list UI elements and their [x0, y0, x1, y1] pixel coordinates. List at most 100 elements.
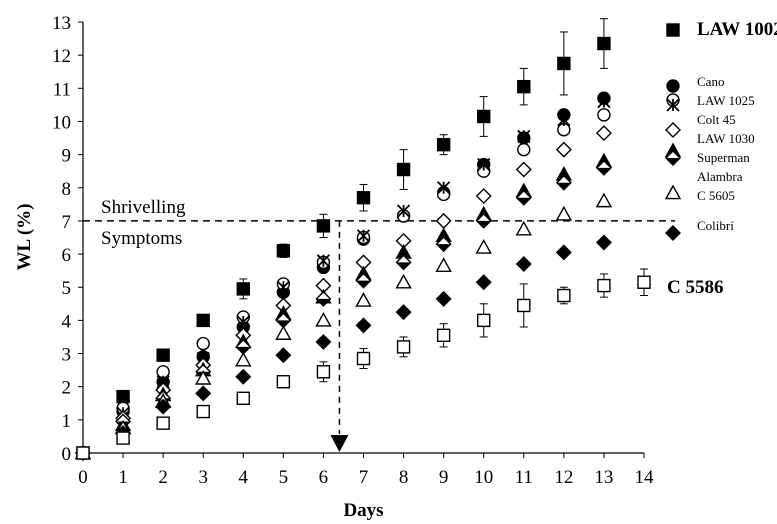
legend-marker: [665, 225, 681, 241]
legend-marker: [665, 150, 681, 166]
data-point: [436, 328, 451, 343]
legend-label: Colt 45: [697, 112, 736, 127]
data-point: [396, 162, 411, 177]
marker-shape: [315, 333, 332, 350]
legend-marker: [666, 23, 680, 37]
marker-shape: [276, 375, 291, 389]
data-point: [475, 239, 492, 254]
marker-shape: [435, 290, 452, 307]
data-point: [116, 389, 130, 404]
legend-marker: [664, 184, 682, 200]
marker-shape: [276, 244, 291, 258]
marker-shape: [355, 317, 372, 334]
data-point: [475, 188, 492, 205]
marker-shape: [396, 340, 411, 354]
marker-fill: [316, 298, 331, 306]
legend-item-superman: Superman: [664, 142, 750, 165]
legend-label: LAW 1030: [697, 131, 755, 146]
marker-shape: [116, 431, 130, 445]
marker-shape: [595, 125, 612, 142]
data-point: [356, 229, 371, 243]
data-point: [435, 236, 452, 253]
data-point: [477, 313, 491, 328]
threshold-label-line2: Symptoms: [101, 228, 182, 249]
data-point: [155, 398, 172, 415]
data-point: [435, 212, 452, 229]
legend-label: Cano: [697, 74, 724, 89]
marker-fill: [236, 346, 251, 354]
y-tick-label: 13: [52, 13, 71, 34]
marker-shape: [665, 225, 681, 241]
marker-fill: [476, 220, 491, 228]
marker-shape: [515, 220, 532, 236]
data-point: [196, 336, 210, 351]
marker-shape: [665, 122, 681, 138]
data-point: [356, 351, 371, 366]
data-point: [395, 304, 412, 321]
marker-shape: [477, 313, 491, 328]
data-point: [597, 278, 611, 293]
x-tick-label: 14: [635, 467, 655, 488]
x-tick-label: 4: [239, 467, 249, 488]
data-point: [555, 205, 573, 221]
data-point: [557, 288, 571, 303]
marker-shape: [666, 23, 680, 37]
marker-shape: [597, 278, 611, 293]
marker-shape: [196, 336, 210, 351]
marker-fill: [556, 182, 571, 190]
marker-shape: [76, 446, 90, 460]
marker-shape: [195, 385, 212, 402]
data-point: [517, 129, 531, 144]
data-point: [515, 220, 532, 236]
data-point: [196, 404, 210, 419]
legend-item-law-1002: LAW 1002: [666, 19, 777, 40]
y-tick-label: 5: [62, 278, 72, 299]
legend-label: C 5586: [667, 277, 723, 298]
data-point: [595, 125, 612, 142]
legend-label: Colibrí: [697, 218, 734, 233]
data-point: [276, 375, 291, 389]
series: [74, 18, 651, 461]
marker-shape: [557, 56, 571, 71]
y-tick-label: 2: [62, 378, 72, 399]
data-point: [595, 234, 612, 251]
marker-shape: [395, 273, 412, 289]
marker-shape: [557, 288, 571, 303]
threshold: [83, 220, 675, 452]
marker-shape: [156, 348, 170, 362]
data-point: [315, 333, 332, 350]
marker-shape: [396, 162, 411, 177]
data-point: [276, 244, 291, 258]
y-tick-label: 6: [62, 245, 72, 266]
data-point: [475, 274, 492, 291]
threshold-label-line1: Shrivelling: [101, 197, 186, 218]
marker-shape: [555, 141, 572, 158]
marker-fill: [516, 197, 531, 205]
y-tick-label: 3: [62, 345, 72, 366]
marker-fill: [596, 167, 611, 175]
data-point: [196, 313, 210, 328]
marker-shape: [555, 205, 573, 221]
data-point: [395, 273, 412, 289]
x-tick-label: 13: [594, 467, 613, 488]
marker-shape: [316, 365, 331, 379]
data-point: [477, 157, 491, 172]
marker-fill: [276, 320, 291, 328]
data-point: [396, 340, 411, 354]
data-point: [555, 174, 572, 191]
data-point: [235, 351, 252, 367]
data-point: [517, 142, 531, 157]
x-tick-label: 7: [359, 467, 369, 488]
y-axis-title: WL (%): [14, 203, 35, 270]
series-law-1030: [75, 125, 612, 461]
data-point: [355, 317, 372, 334]
data-point: [356, 191, 371, 205]
data-point: [156, 348, 170, 362]
data-point: [435, 290, 452, 307]
marker-shape: [475, 188, 492, 205]
marker-shape: [196, 404, 210, 419]
marker-shape: [435, 257, 452, 272]
y-tick-label: 0: [62, 444, 72, 465]
data-point: [236, 282, 250, 296]
